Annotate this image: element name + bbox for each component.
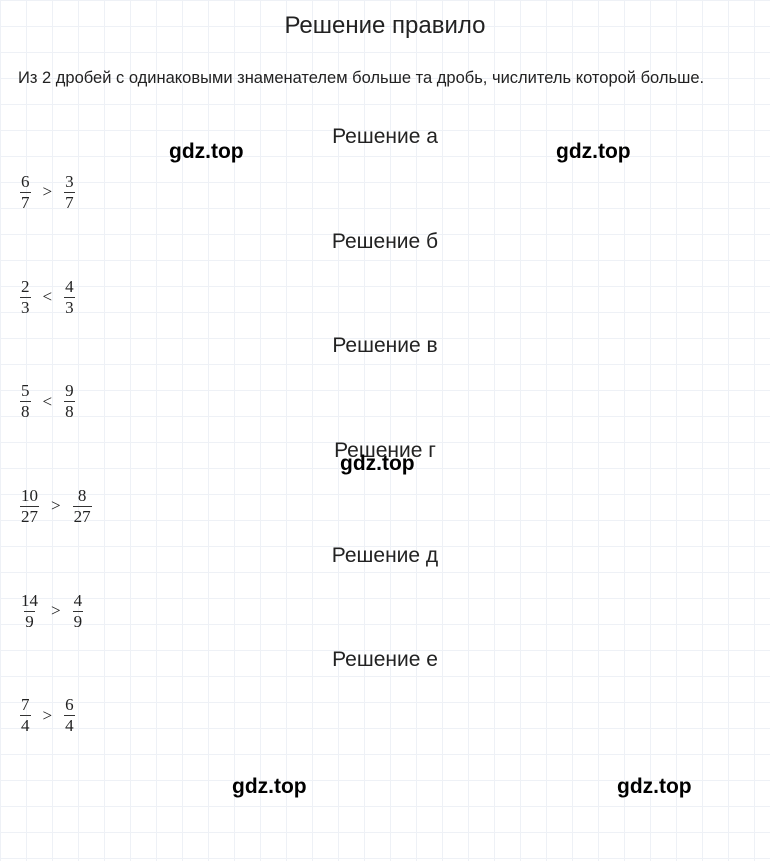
page-title: Решение правило: [18, 12, 752, 40]
expression-d: 14 9 > 4 9: [18, 592, 752, 631]
comparison-op-g: >: [49, 496, 63, 516]
watermark: gdz.top: [617, 775, 692, 799]
expression-v: 5 8 < 9 8: [18, 382, 752, 421]
denominator: 27: [20, 506, 39, 526]
fraction-b-right: 4 3: [64, 278, 75, 317]
fraction-g-right: 8 27: [73, 487, 92, 526]
fraction-v-left: 5 8: [20, 382, 31, 421]
expression-b: 2 3 < 4 3: [18, 278, 752, 317]
numerator: 2: [20, 278, 31, 297]
denominator: 4: [20, 715, 31, 735]
denominator: 3: [20, 297, 31, 317]
denominator: 27: [73, 506, 92, 526]
comparison-op-d: >: [49, 601, 63, 621]
section-heading-d: Решение д: [18, 544, 752, 568]
numerator: 6: [20, 173, 31, 192]
denominator: 8: [20, 401, 31, 421]
numerator: 3: [64, 173, 75, 192]
watermark: gdz.top: [556, 140, 631, 164]
numerator: 14: [20, 592, 39, 611]
expression-e: 7 4 > 6 4: [18, 696, 752, 735]
comparison-op-v: <: [41, 392, 55, 412]
section-heading-a: Решение а: [18, 125, 752, 149]
numerator: 6: [64, 696, 75, 715]
denominator: 4: [64, 715, 75, 735]
comparison-op-a: >: [41, 182, 55, 202]
rule-text: Из 2 дробей с одинаковыми знаменателем б…: [18, 62, 752, 95]
comparison-op-e: >: [41, 706, 55, 726]
fraction-a-left: 6 7: [20, 173, 31, 212]
numerator: 4: [73, 592, 84, 611]
denominator: 7: [64, 192, 75, 212]
expression-a: 6 7 > 3 7: [18, 173, 752, 212]
denominator: 7: [20, 192, 31, 212]
fraction-b-left: 2 3: [20, 278, 31, 317]
fraction-e-left: 7 4: [20, 696, 31, 735]
watermark: gdz.top: [340, 452, 415, 476]
numerator: 8: [77, 487, 88, 506]
denominator: 9: [73, 611, 84, 631]
fraction-a-right: 3 7: [64, 173, 75, 212]
denominator: 9: [24, 611, 35, 631]
fraction-d-left: 14 9: [20, 592, 39, 631]
section-heading-b: Решение б: [18, 230, 752, 254]
fraction-e-right: 6 4: [64, 696, 75, 735]
numerator: 10: [20, 487, 39, 506]
comparison-op-b: <: [41, 287, 55, 307]
numerator: 4: [64, 278, 75, 297]
numerator: 7: [20, 696, 31, 715]
numerator: 9: [64, 382, 75, 401]
section-heading-v: Решение в: [18, 334, 752, 358]
denominator: 3: [64, 297, 75, 317]
fraction-v-right: 9 8: [64, 382, 75, 421]
watermark: gdz.top: [169, 140, 244, 164]
numerator: 5: [20, 382, 31, 401]
denominator: 8: [64, 401, 75, 421]
section-heading-e: Решение е: [18, 648, 752, 672]
page-content: Решение правило Из 2 дробей с одинаковым…: [0, 0, 770, 735]
fraction-d-right: 4 9: [73, 592, 84, 631]
expression-g: 10 27 > 8 27: [18, 487, 752, 526]
fraction-g-left: 10 27: [20, 487, 39, 526]
watermark: gdz.top: [232, 775, 307, 799]
